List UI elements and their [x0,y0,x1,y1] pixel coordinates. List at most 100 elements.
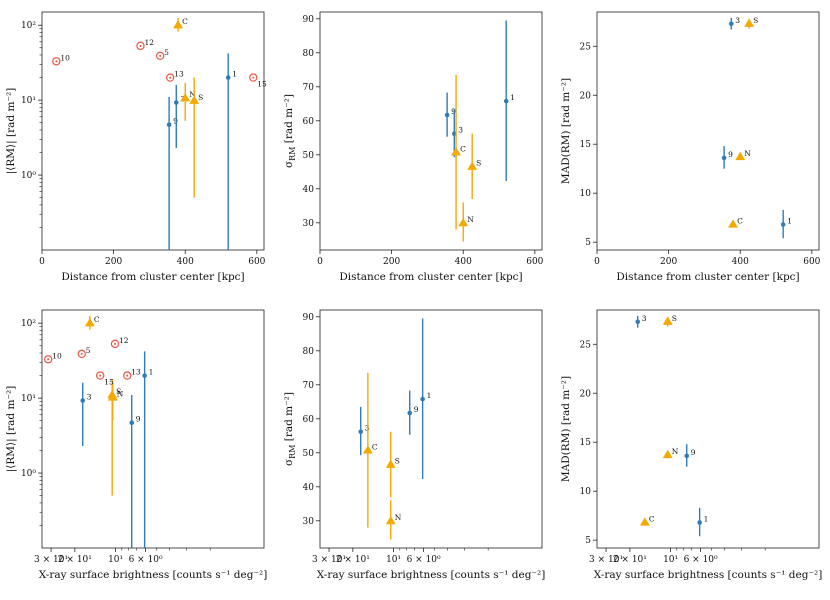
y-tick-label: 50 [303,449,315,459]
y-axis-label: MAD(RM) [rad m⁻²] [560,78,572,184]
point-label: N [672,447,679,456]
point-label: 13 [174,70,184,79]
y-tick-label: 90 [303,313,315,323]
point-label: 9 [136,415,141,424]
data-point-center [139,44,142,47]
point-label: 10 [60,53,70,62]
y-tick-label: 25 [580,42,592,52]
point-label: 3 [458,126,463,135]
data-point [95,371,105,380]
data-point [155,51,165,61]
x-tick-label: 0 [594,257,600,267]
data-point [189,95,200,104]
data-point [662,316,673,325]
x-tick-label: 600 [803,257,820,267]
y-tick-label: 30 [303,219,315,229]
x-tick-label: 3 × 10¹ [589,555,623,565]
y-axis-label: MAD(RM) [rad m⁻²] [560,376,572,482]
data-point-center [126,374,129,377]
data-point [407,410,413,416]
x-axis-label: Distance from cluster center [kpc] [339,271,522,283]
point-label: S [476,159,481,168]
data-point [635,319,641,325]
panel-p2: 0 200 400 600 30 40 50 60 70 80 90 Distance from cl… [283,11,544,283]
x-axis-label: Distance from cluster center [kpc] [61,271,244,283]
point-label: 9 [414,405,419,414]
point-label: 1 [149,368,154,377]
data-point [358,429,364,435]
point-label: C [737,217,743,226]
point-label: C [649,515,655,524]
point-label: C [460,144,466,153]
data-point [639,517,650,526]
data-point [142,373,147,378]
point-label: S [672,314,677,323]
point-label: 1 [427,391,432,400]
data-point [249,73,258,82]
y-tick-label: 80 [303,49,315,59]
plot-frame [596,309,820,549]
point-label: S [753,16,758,25]
data-point [52,57,61,66]
data-point [173,100,179,105]
y-tick-label: 5 [585,238,591,248]
data-point [451,147,462,156]
data-point [385,515,396,525]
y-tick-label: 10 [580,487,592,497]
x-tick-label: 10¹ [663,555,678,565]
x-tick-label: 0 [39,257,45,267]
y-tick-label: 10⁰ [21,171,36,181]
x-tick-label: 400 [177,257,194,267]
point-label: 3 [87,392,92,401]
plot-frame [41,309,265,549]
point-label: 5 [86,346,91,355]
point-label: 15 [257,80,267,89]
data-point [735,151,746,161]
point-label: N [117,389,124,398]
point-label: 1 [704,515,709,524]
x-axis-label: X-ray surface brightness [counts s⁻¹ deg… [594,569,823,581]
data-point [110,339,120,349]
y-tick-label: 40 [303,185,315,195]
x-tick-label: 6 × 10⁰ [684,555,718,565]
data-point [503,98,509,104]
data-point [662,449,673,459]
y-tick-label: 20 [580,389,592,399]
y-tick-label: 10⁰ [21,469,36,479]
x-tick-label: 200 [105,257,122,267]
point-label: S [198,93,203,102]
data-point [728,219,739,228]
data-point [684,453,690,459]
plot-frame [319,11,543,251]
y-tick-label: 5 [585,536,591,546]
x-tick-label: 3 × 10¹ [34,555,68,565]
data-point-center [99,374,102,377]
x-tick-label: 200 [660,257,677,267]
data-point [362,445,373,454]
point-label: 10 [52,351,62,360]
y-tick-label: 70 [303,381,315,391]
point-label: C [94,315,100,324]
point-label: 12 [144,38,154,47]
data-point-center [114,342,117,345]
y-tick-label: 20 [580,91,592,101]
data-point [458,217,469,227]
data-point [129,420,135,426]
y-tick-label: 25 [580,340,592,350]
data-point [123,371,132,380]
point-label: N [189,90,196,99]
data-point [77,349,86,359]
y-tick-label: 10² [21,319,36,329]
point-label: S [116,387,121,396]
plot-frame [319,309,543,549]
x-tick-label: 2 × 10¹ [58,555,92,565]
data-point [721,155,727,161]
data-point [80,398,86,403]
x-axis-label: X-ray surface brightness [counts s⁻¹ deg… [317,569,546,581]
data-point-center [169,76,172,79]
point-label: 1 [787,217,792,226]
data-point [107,392,118,401]
data-point [166,122,172,128]
